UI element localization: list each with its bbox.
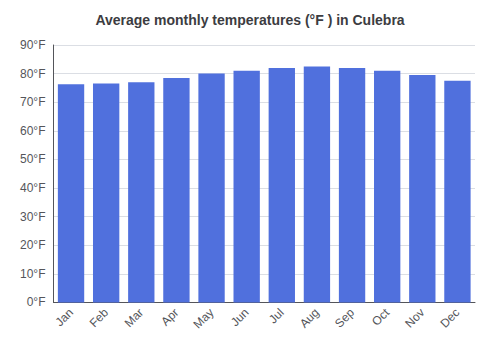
svg-text:Oct: Oct [369, 305, 393, 329]
svg-text:Apr: Apr [158, 306, 181, 329]
svg-text:80°F: 80°F [20, 67, 45, 81]
svg-text:Feb: Feb [87, 305, 112, 330]
svg-text:Nov: Nov [402, 306, 427, 331]
svg-text:10°F: 10°F [20, 267, 45, 281]
svg-text:Mar: Mar [122, 306, 147, 330]
svg-text:0°F: 0°F [27, 295, 46, 309]
svg-text:90°F: 90°F [20, 38, 45, 52]
svg-text:60°F: 60°F [20, 124, 45, 138]
svg-text:Dec: Dec [437, 306, 462, 331]
svg-text:30°F: 30°F [20, 210, 45, 224]
svg-text:Jul: Jul [266, 306, 287, 327]
svg-text:Average monthly temperatures (: Average monthly temperatures (°F ) in Cu… [95, 12, 404, 28]
svg-text:70°F: 70°F [20, 95, 45, 109]
svg-text:20°F: 20°F [20, 238, 45, 252]
svg-text:Jan: Jan [52, 306, 76, 330]
svg-text:May: May [191, 306, 217, 332]
svg-text:Sep: Sep [332, 305, 357, 330]
svg-text:Aug: Aug [297, 306, 322, 331]
svg-text:40°F: 40°F [20, 181, 45, 195]
svg-text:50°F: 50°F [20, 152, 45, 166]
svg-text:Jun: Jun [228, 306, 252, 330]
